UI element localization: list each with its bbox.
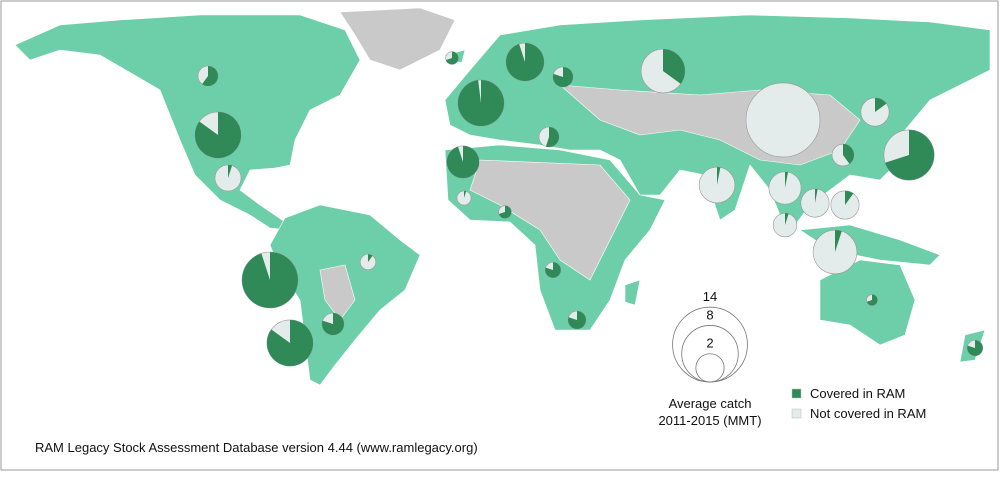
pie-covered-wedge: [785, 213, 789, 225]
footer-text: RAM Legacy Stock Assessment Database ver…: [35, 440, 478, 455]
pie-covered-wedge: [663, 49, 685, 84]
legend-size-label: 2: [706, 336, 713, 351]
pie-covered-wedge: [967, 340, 983, 356]
pie-covered-wedge: [815, 188, 818, 203]
legend-size-circle: [695, 353, 725, 383]
pie-covered-wedge: [568, 311, 586, 329]
pie-covered-wedge: [843, 144, 854, 164]
legend-key-label: Not covered in RAM: [810, 406, 926, 421]
pie: [745, 82, 821, 158]
pie-covered-wedge: [194, 111, 242, 159]
legend-key-label: Covered in RAM: [810, 386, 905, 401]
pie-covered-wedge: [498, 205, 512, 219]
pie-covered-wedge: [835, 230, 842, 252]
pie-covered-wedge: [506, 43, 544, 81]
legend-caption: 2011-2015 (MMT): [658, 413, 761, 428]
pie-covered-wedge: [445, 51, 459, 65]
pie-covered-wedge: [368, 254, 373, 262]
pie-covered-wedge: [266, 319, 314, 367]
pie-covered-wedge: [545, 127, 559, 147]
pie-covered-wedge: [202, 66, 218, 86]
pie-covered-wedge: [845, 190, 854, 205]
pie-covered-wedge: [457, 79, 505, 127]
pie-covered-wedge: [446, 145, 480, 179]
pie-covered-wedge: [553, 67, 573, 87]
pie-covered-wedge: [885, 129, 935, 181]
pie-covered-wedge: [322, 313, 344, 335]
pie-covered-wedge: [228, 164, 233, 178]
legend-size-label: 8: [706, 307, 713, 322]
legend-swatch: [791, 388, 802, 399]
pie-covered-wedge: [866, 294, 878, 306]
pie-covered-wedge: [545, 262, 561, 278]
legend-caption: Average catch: [669, 396, 752, 411]
pie-covered-wedge: [242, 252, 298, 308]
pie-covered-wedge: [717, 167, 721, 185]
pie-covered-wedge: [875, 97, 887, 112]
legend-swatch: [791, 408, 802, 419]
pie-covered-wedge: [785, 171, 789, 188]
legend-size-label: 14: [703, 289, 717, 304]
pie-covered-wedge: [464, 190, 467, 198]
